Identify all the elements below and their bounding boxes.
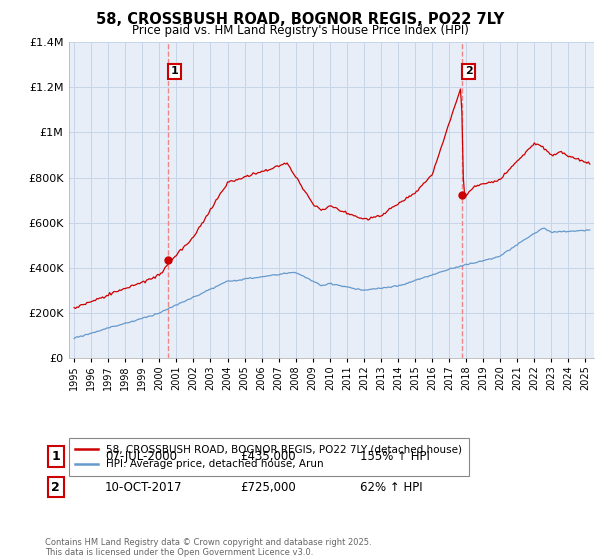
Text: Contains HM Land Registry data © Crown copyright and database right 2025.
This d: Contains HM Land Registry data © Crown c…: [45, 538, 371, 557]
Text: 155% ↑ HPI: 155% ↑ HPI: [360, 450, 430, 463]
Text: £435,000: £435,000: [240, 450, 296, 463]
Text: 1: 1: [171, 67, 179, 76]
Text: 1: 1: [52, 450, 60, 463]
Text: 2: 2: [52, 480, 60, 494]
Text: £725,000: £725,000: [240, 480, 296, 494]
Text: Price paid vs. HM Land Registry's House Price Index (HPI): Price paid vs. HM Land Registry's House …: [131, 24, 469, 36]
Text: 62% ↑ HPI: 62% ↑ HPI: [360, 480, 422, 494]
Text: 58, CROSSBUSH ROAD, BOGNOR REGIS, PO22 7LY: 58, CROSSBUSH ROAD, BOGNOR REGIS, PO22 7…: [96, 12, 504, 27]
Legend: 58, CROSSBUSH ROAD, BOGNOR REGIS, PO22 7LY (detached house), HPI: Average price,: 58, CROSSBUSH ROAD, BOGNOR REGIS, PO22 7…: [69, 438, 469, 475]
Text: 10-OCT-2017: 10-OCT-2017: [105, 480, 182, 494]
Text: 2: 2: [465, 67, 473, 76]
Text: 07-JUL-2000: 07-JUL-2000: [105, 450, 177, 463]
